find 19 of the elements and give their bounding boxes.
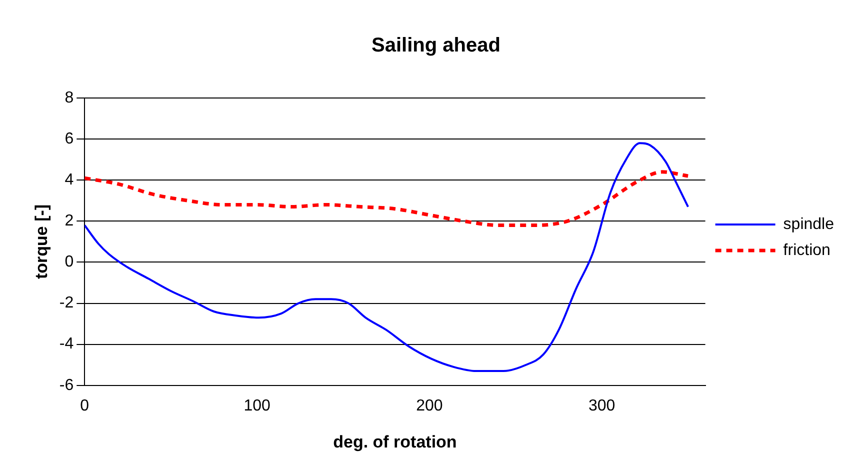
y-axis-title: torque [-]: [32, 204, 51, 279]
y-tick-label: -4: [59, 336, 74, 353]
x-tick-label: 0: [80, 397, 90, 414]
chart-title: Sailing ahead: [372, 34, 500, 57]
y-tick-label: 8: [64, 89, 74, 106]
x-axis-title: deg. of rotation: [333, 432, 457, 452]
legend-label: friction: [783, 242, 830, 259]
y-tick-label: -2: [59, 294, 74, 312]
legend-label: spindle: [783, 216, 834, 233]
x-tick-label: 100: [244, 397, 270, 414]
x-tick-label: 300: [588, 397, 616, 414]
y-tick-label: 4: [64, 172, 74, 189]
y-tick-label: 6: [64, 130, 74, 148]
y-tick-label: -6: [59, 376, 74, 394]
y-tick-label: 0: [64, 254, 74, 271]
line-series: [84, 170, 690, 228]
y-tick-label: 2: [64, 212, 74, 230]
line-series: [84, 142, 690, 372]
x-tick-label: 200: [416, 397, 443, 414]
